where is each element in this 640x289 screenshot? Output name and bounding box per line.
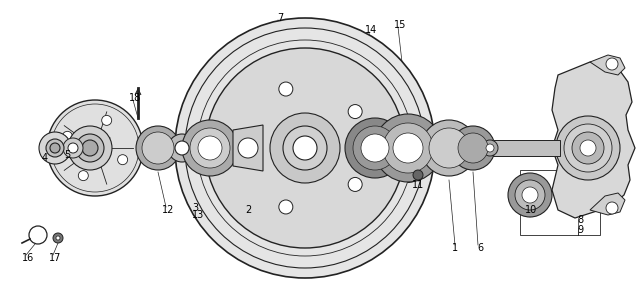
Circle shape: [606, 58, 618, 70]
Circle shape: [47, 100, 143, 196]
Polygon shape: [590, 193, 625, 215]
Circle shape: [383, 123, 433, 173]
Text: 18: 18: [129, 93, 141, 103]
Circle shape: [118, 155, 127, 165]
Circle shape: [168, 134, 196, 162]
Text: 12: 12: [162, 205, 174, 215]
Circle shape: [148, 138, 168, 158]
Circle shape: [102, 115, 112, 125]
Text: 16: 16: [22, 253, 34, 263]
Text: 4: 4: [42, 153, 48, 163]
Text: 15: 15: [394, 20, 406, 30]
Circle shape: [429, 128, 469, 168]
Text: 6: 6: [477, 243, 483, 253]
Circle shape: [198, 136, 222, 160]
Circle shape: [175, 18, 435, 278]
Circle shape: [142, 132, 174, 164]
Circle shape: [198, 136, 222, 160]
Circle shape: [136, 126, 180, 170]
Text: 9: 9: [577, 225, 583, 235]
Circle shape: [82, 140, 98, 156]
Circle shape: [175, 141, 189, 155]
Text: 2: 2: [245, 205, 251, 215]
Circle shape: [345, 118, 405, 178]
Circle shape: [572, 132, 604, 164]
Text: 3: 3: [192, 203, 198, 213]
Circle shape: [508, 173, 552, 217]
Text: 5: 5: [64, 150, 70, 160]
Circle shape: [564, 124, 612, 172]
Text: 11: 11: [412, 180, 424, 190]
Text: 17: 17: [49, 253, 61, 263]
Circle shape: [279, 200, 293, 214]
Circle shape: [238, 138, 258, 158]
Text: 14: 14: [365, 25, 377, 35]
Circle shape: [556, 116, 620, 180]
Circle shape: [421, 120, 477, 176]
Circle shape: [393, 133, 423, 163]
Polygon shape: [233, 125, 263, 171]
Circle shape: [486, 144, 494, 152]
Circle shape: [348, 105, 362, 118]
Circle shape: [451, 126, 495, 170]
Polygon shape: [552, 62, 635, 218]
Circle shape: [236, 141, 250, 155]
Circle shape: [62, 131, 72, 141]
Circle shape: [46, 139, 64, 157]
Circle shape: [270, 113, 340, 183]
Circle shape: [374, 114, 442, 182]
Circle shape: [515, 180, 545, 210]
Bar: [490, 140, 560, 156]
Circle shape: [56, 236, 60, 240]
Circle shape: [293, 136, 317, 160]
Circle shape: [361, 134, 389, 162]
Bar: [520, 170, 600, 235]
Text: 1: 1: [452, 243, 458, 253]
Circle shape: [393, 133, 423, 163]
Circle shape: [463, 138, 483, 158]
Text: 13: 13: [192, 210, 204, 220]
Circle shape: [437, 136, 461, 160]
Circle shape: [39, 132, 71, 164]
Circle shape: [205, 48, 405, 248]
Circle shape: [190, 128, 230, 168]
Circle shape: [68, 126, 112, 170]
Circle shape: [279, 82, 293, 96]
Circle shape: [53, 233, 63, 243]
Text: 7: 7: [277, 13, 283, 23]
Circle shape: [348, 177, 362, 191]
Circle shape: [78, 171, 88, 181]
Circle shape: [522, 187, 538, 203]
Circle shape: [580, 140, 596, 156]
Polygon shape: [590, 55, 625, 75]
Text: 8: 8: [577, 215, 583, 225]
Circle shape: [182, 120, 238, 176]
Circle shape: [413, 170, 423, 180]
Text: 10: 10: [525, 205, 537, 215]
Circle shape: [458, 133, 488, 163]
Circle shape: [283, 126, 327, 170]
Circle shape: [606, 202, 618, 214]
Circle shape: [76, 134, 104, 162]
Circle shape: [50, 143, 60, 153]
Circle shape: [482, 140, 498, 156]
Circle shape: [361, 134, 389, 162]
Circle shape: [63, 138, 83, 158]
Circle shape: [68, 143, 78, 153]
Circle shape: [353, 126, 397, 170]
